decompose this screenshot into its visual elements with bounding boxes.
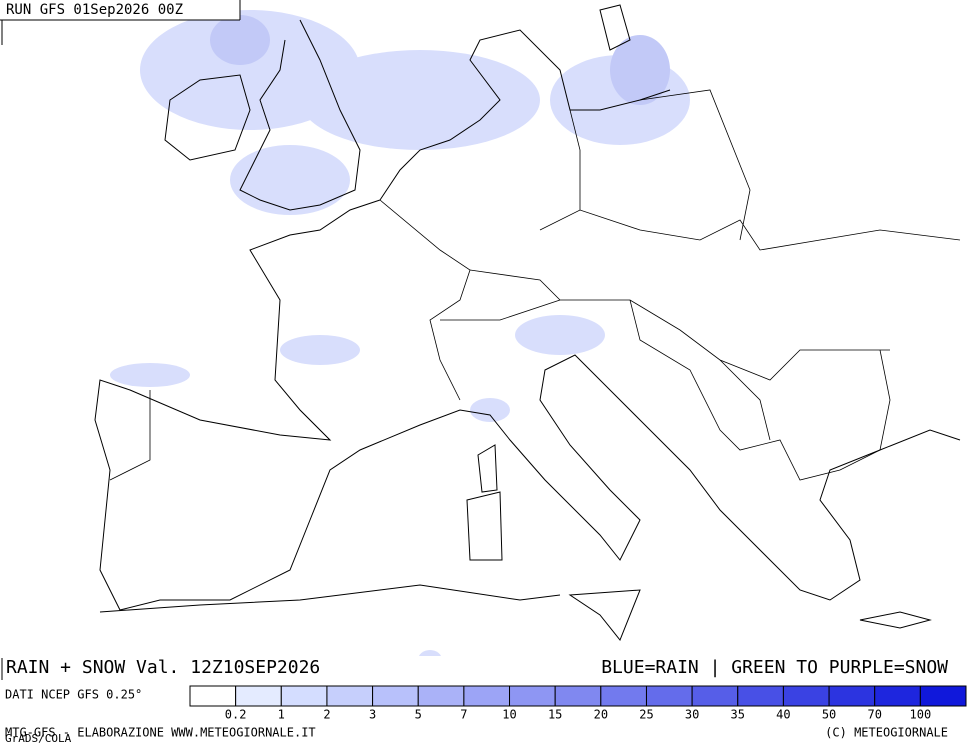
colorbar-label: 20 — [594, 708, 608, 722]
colorbar-box — [874, 685, 921, 707]
border — [569, 89, 751, 241]
colorbar-box — [235, 685, 282, 707]
colorbar-box — [189, 685, 237, 707]
precip-area — [280, 335, 360, 365]
great-britain — [239, 19, 361, 211]
colorbar-box — [372, 685, 419, 707]
scandinavia-island — [599, 4, 631, 51]
colorbar: 0.2 1 2 3 5 7 10 15 20 25 30 35 40 50 70 100 — [189, 685, 967, 722]
colorbar-label: 40 — [776, 708, 790, 722]
precip-area — [210, 15, 270, 65]
colorbar-label: 25 — [639, 708, 653, 722]
map-title: RAIN + SNOW Val. 12Z10SEP2026 — [6, 657, 320, 678]
colorbar-label: 2 — [323, 708, 330, 722]
colorbar-box — [737, 685, 784, 707]
colorbar-box — [645, 685, 693, 707]
colorbar-box — [919, 685, 967, 707]
border — [469, 269, 890, 381]
border — [109, 390, 151, 481]
colorbar-box — [509, 685, 556, 707]
sardinia — [466, 491, 503, 561]
crete — [859, 611, 932, 629]
north-coast — [379, 29, 671, 201]
colorbar-label: 7 — [460, 708, 467, 722]
precipitation — [110, 10, 690, 670]
corsica — [477, 444, 498, 493]
colorbar-label: 35 — [731, 708, 745, 722]
colorbar-label: 15 — [548, 708, 562, 722]
credit-right: (C) METEOGIORNALE — [825, 726, 948, 740]
precip-area — [515, 315, 605, 355]
colorbar-label: 0.2 — [225, 708, 247, 722]
africa-coast — [99, 584, 561, 613]
border — [539, 209, 961, 251]
sicily — [568, 589, 641, 641]
colorbar-box — [463, 685, 511, 707]
colorbar-label: 100 — [910, 708, 932, 722]
data-source: DATI NCEP GFS 0.25° — [5, 688, 142, 702]
precip-area — [300, 50, 540, 150]
colorbar-box — [326, 685, 374, 707]
run-label: RUN GFS 01Sep2026 00Z — [6, 2, 183, 18]
colorbar-box — [417, 685, 465, 707]
colorbar-label: 30 — [685, 708, 699, 722]
colorbar-box — [280, 685, 328, 707]
colorbar-label: 50 — [822, 708, 836, 722]
header-box — [0, 0, 240, 20]
colorbar-label: 70 — [867, 708, 881, 722]
credit-left: MTG-GFS - ELABORAZIONE WWW.METEOGIORNALE… — [5, 726, 316, 740]
colorbar-box — [691, 685, 739, 707]
colorbar-box — [554, 685, 602, 707]
colorbar-label: 5 — [415, 708, 422, 722]
colorbar-box — [600, 685, 647, 707]
borders — [109, 89, 961, 481]
precip-area — [470, 398, 510, 422]
grads-label: GrADS/COLA — [5, 732, 72, 745]
legend-note: BLUE=RAIN | GREEN TO PURPLE=SNOW — [601, 657, 948, 678]
colorbar-label: 3 — [369, 708, 376, 722]
colorbar-label: 10 — [502, 708, 516, 722]
border — [440, 299, 881, 481]
coastlines — [94, 4, 961, 641]
border — [299, 349, 891, 451]
colorbar-label: 1 — [278, 708, 285, 722]
border — [379, 199, 471, 401]
mainland-coast — [94, 199, 961, 611]
colorbar-box — [828, 685, 876, 707]
colorbar-box — [782, 685, 830, 707]
ireland — [164, 74, 251, 161]
precip-area — [230, 145, 350, 215]
precip-area — [610, 35, 670, 105]
precip-area — [110, 363, 190, 387]
